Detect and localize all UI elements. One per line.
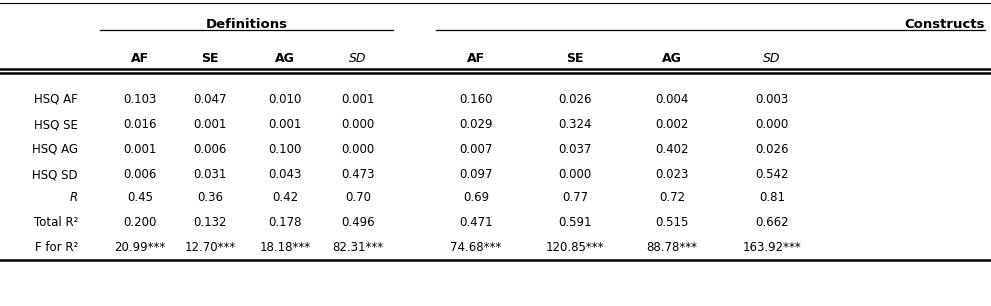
Text: 0.324: 0.324 [558, 118, 592, 131]
Text: 0.026: 0.026 [755, 143, 789, 156]
Text: 0.001: 0.001 [193, 118, 227, 131]
Text: Total R²: Total R² [34, 216, 78, 229]
Text: 0.047: 0.047 [193, 93, 227, 106]
Text: 0.77: 0.77 [562, 191, 588, 204]
Text: 0.542: 0.542 [755, 168, 789, 181]
Text: 0.103: 0.103 [123, 93, 157, 106]
Text: HSQ SE: HSQ SE [34, 118, 78, 131]
Text: 0.200: 0.200 [123, 216, 157, 229]
Text: HSQ AF: HSQ AF [35, 93, 78, 106]
Text: 0.70: 0.70 [345, 191, 371, 204]
Text: 0.132: 0.132 [193, 216, 227, 229]
Text: 0.473: 0.473 [341, 168, 375, 181]
Text: 0.000: 0.000 [341, 143, 375, 156]
Text: 82.31***: 82.31*** [332, 241, 384, 254]
Text: 120.85***: 120.85*** [546, 241, 605, 254]
Text: 0.006: 0.006 [123, 168, 157, 181]
Text: SE: SE [201, 52, 219, 65]
Text: 0.160: 0.160 [459, 93, 493, 106]
Text: HSQ SD: HSQ SD [33, 168, 78, 181]
Text: 18.18***: 18.18*** [260, 241, 310, 254]
Text: Definitions: Definitions [205, 18, 287, 31]
Text: 0.662: 0.662 [755, 216, 789, 229]
Text: SD: SD [349, 52, 367, 65]
Text: 0.402: 0.402 [655, 143, 689, 156]
Text: 0.515: 0.515 [655, 216, 689, 229]
Text: 0.043: 0.043 [269, 168, 301, 181]
Text: 0.000: 0.000 [755, 118, 789, 131]
Text: 88.78***: 88.78*** [646, 241, 698, 254]
Text: F for R²: F for R² [35, 241, 78, 254]
Text: 0.496: 0.496 [341, 216, 375, 229]
Text: 0.001: 0.001 [123, 143, 157, 156]
Text: AG: AG [662, 52, 682, 65]
Text: SE: SE [566, 52, 584, 65]
Text: 0.000: 0.000 [558, 168, 592, 181]
Text: 20.99***: 20.99*** [114, 241, 165, 254]
Text: Constructs: Constructs [905, 18, 985, 31]
Text: 0.097: 0.097 [459, 168, 493, 181]
Text: 0.000: 0.000 [341, 118, 375, 131]
Text: AF: AF [467, 52, 485, 65]
Text: 0.69: 0.69 [463, 191, 490, 204]
Text: 163.92***: 163.92*** [742, 241, 802, 254]
Text: 0.023: 0.023 [655, 168, 689, 181]
Text: 0.72: 0.72 [659, 191, 685, 204]
Text: 0.007: 0.007 [459, 143, 493, 156]
Text: 0.010: 0.010 [269, 93, 301, 106]
Text: 0.006: 0.006 [193, 143, 227, 156]
Text: AG: AG [275, 52, 295, 65]
Text: 0.026: 0.026 [558, 93, 592, 106]
Text: 0.591: 0.591 [558, 216, 592, 229]
Text: 0.001: 0.001 [341, 93, 375, 106]
Text: 0.178: 0.178 [269, 216, 301, 229]
Text: 0.42: 0.42 [272, 191, 298, 204]
Text: SD: SD [763, 52, 781, 65]
Text: 0.100: 0.100 [269, 143, 301, 156]
Text: 0.003: 0.003 [755, 93, 789, 106]
Text: 0.471: 0.471 [459, 216, 493, 229]
Text: 0.004: 0.004 [655, 93, 689, 106]
Text: 0.001: 0.001 [269, 118, 301, 131]
Text: 74.68***: 74.68*** [450, 241, 501, 254]
Text: 0.031: 0.031 [193, 168, 227, 181]
Text: 0.016: 0.016 [123, 118, 157, 131]
Text: 0.029: 0.029 [459, 118, 493, 131]
Text: 12.70***: 12.70*** [184, 241, 236, 254]
Text: AF: AF [131, 52, 149, 65]
Text: 0.45: 0.45 [127, 191, 153, 204]
Text: 0.002: 0.002 [655, 118, 689, 131]
Text: 0.81: 0.81 [759, 191, 785, 204]
Text: 0.36: 0.36 [197, 191, 223, 204]
Text: HSQ AG: HSQ AG [32, 143, 78, 156]
Text: 0.037: 0.037 [558, 143, 592, 156]
Text: R: R [70, 191, 78, 204]
